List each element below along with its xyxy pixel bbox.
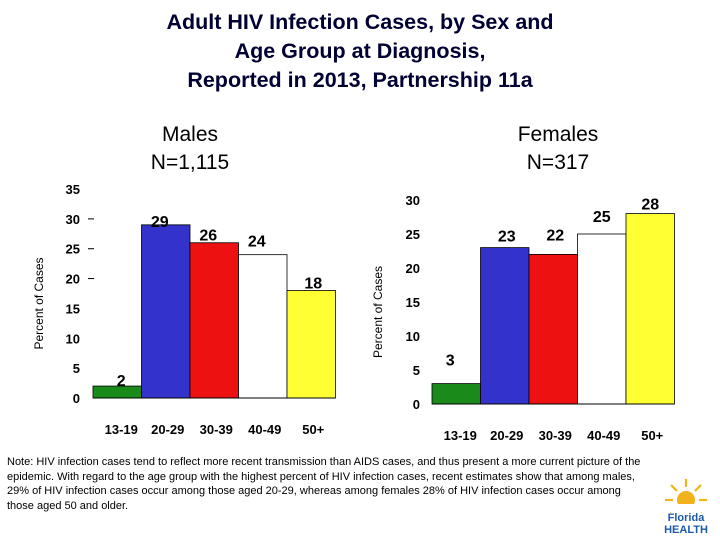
logo-text-health: HEALTH — [664, 524, 708, 536]
title-line-1: Adult HIV Infection Cases, by Sex and — [166, 10, 554, 34]
males-y-tick-label: 5 — [73, 361, 80, 376]
males-bar-30-39 — [189, 242, 239, 399]
females-category-label-40-49: 40-49 — [587, 428, 620, 443]
females-data-label-30-39: 22 — [546, 227, 564, 244]
chart-title: Adult HIV Infection Cases, by Sex and Ag… — [0, 8, 720, 95]
title-line-2: Age Group at Diagnosis, — [234, 39, 486, 63]
males-data-label-40-49: 24 — [248, 234, 266, 251]
footnote: Note: HIV infection cases tend to reflec… — [7, 456, 641, 512]
males-data-label-13-19: 2 — [117, 373, 126, 390]
males-y-tick-label: 0 — [73, 391, 80, 406]
females-bar-13-19 — [431, 383, 481, 405]
females-y-tick-label: 5 — [413, 363, 420, 378]
males-category-label-30-39: 30-39 — [200, 422, 233, 437]
males-bar-50+ — [286, 290, 336, 399]
males-y-tick-label: 20 — [66, 272, 80, 287]
males-category-label-40-49: 40-49 — [248, 422, 281, 437]
males-count: N=1,115 — [150, 151, 230, 174]
males-y-axis-title: Percent of Cases — [32, 257, 46, 349]
females-data-label-50+: 28 — [641, 197, 659, 214]
males-data-label-50+: 18 — [304, 276, 322, 293]
males-y-tick-label: 10 — [66, 331, 80, 346]
males-y-tick-label: 25 — [66, 242, 80, 257]
females-bar-20-29 — [480, 247, 530, 405]
females-y-tick-label: 15 — [406, 295, 420, 310]
males-data-label-30-39: 26 — [199, 228, 217, 245]
females-data-label-20-29: 23 — [498, 229, 516, 246]
sun-icon — [664, 479, 708, 513]
females-bar-30-39 — [528, 253, 578, 405]
females-y-tick-label: 25 — [406, 227, 420, 242]
males-header: Males N=1,115 — [90, 121, 290, 177]
males-y-tick-label: 35 — [66, 182, 80, 197]
females-data-label-13-19: 3 — [446, 353, 455, 370]
females-y-tick-label: 0 — [413, 397, 420, 412]
females-bar-40-49 — [577, 233, 627, 405]
females-y-tick-label: 20 — [406, 261, 420, 276]
logo-text-florida: Florida — [668, 512, 706, 524]
females-y-axis-title: Percent of Cases — [371, 266, 385, 358]
males-y-tick-label: 30 — [66, 212, 80, 227]
females-category-label-50+: 50+ — [641, 428, 663, 443]
females-data-label-40-49: 25 — [593, 209, 611, 226]
females-category-label-20-29: 20-29 — [490, 428, 523, 443]
males-bar-20-29 — [141, 224, 191, 399]
title-line-3: Reported in 2013, Partnership 11a — [187, 68, 533, 92]
males-y-tick-label: 15 — [66, 301, 80, 316]
females-y-tick-label: 10 — [406, 329, 420, 344]
males-data-label-20-29: 29 — [151, 214, 169, 231]
females-category-label-30-39: 30-39 — [539, 428, 572, 443]
females-header: Females N=317 — [458, 121, 658, 177]
females-label: Females — [517, 123, 599, 146]
females-count: N=317 — [526, 151, 590, 174]
females-bar-50+ — [625, 213, 675, 405]
males-category-label-50+: 50+ — [302, 422, 324, 437]
females-category-label-13-19: 13-19 — [444, 428, 477, 443]
males-bar-40-49 — [238, 254, 288, 399]
florida-health-logo: Florida HEALTH — [656, 476, 716, 536]
males-label: Males — [161, 123, 219, 146]
males-category-label-13-19: 13-19 — [105, 422, 138, 437]
males-category-label-20-29: 20-29 — [151, 422, 184, 437]
females-y-tick-label: 30 — [406, 193, 420, 208]
